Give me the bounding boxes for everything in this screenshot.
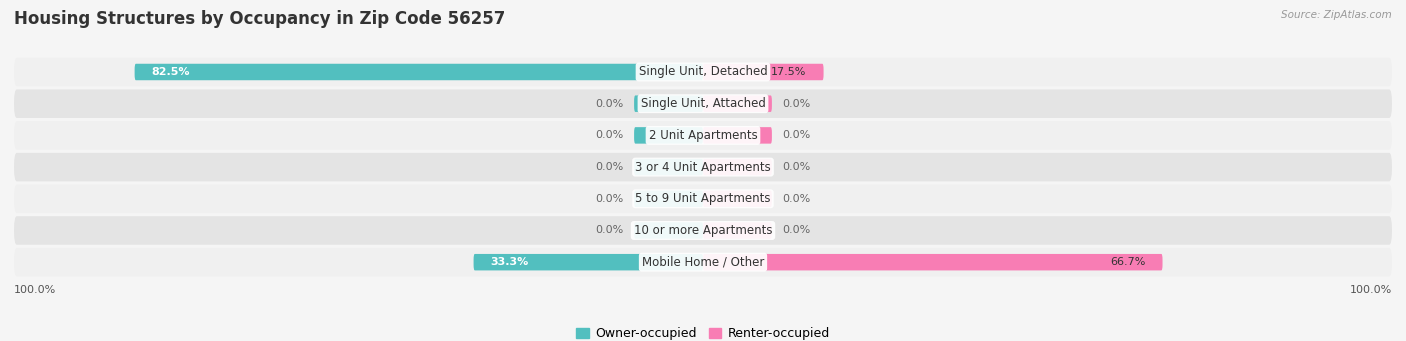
Text: 0.0%: 0.0% [596, 99, 624, 109]
Text: 100.0%: 100.0% [14, 285, 56, 295]
FancyBboxPatch shape [703, 222, 772, 239]
FancyBboxPatch shape [634, 159, 703, 175]
Text: Mobile Home / Other: Mobile Home / Other [641, 256, 765, 269]
Text: 0.0%: 0.0% [596, 162, 624, 172]
Text: 33.3%: 33.3% [491, 257, 529, 267]
Text: 2 Unit Apartments: 2 Unit Apartments [648, 129, 758, 142]
FancyBboxPatch shape [14, 216, 1392, 245]
FancyBboxPatch shape [703, 159, 772, 175]
FancyBboxPatch shape [474, 254, 703, 270]
FancyBboxPatch shape [14, 184, 1392, 213]
Text: 0.0%: 0.0% [596, 225, 624, 236]
Text: 0.0%: 0.0% [596, 130, 624, 140]
FancyBboxPatch shape [634, 191, 703, 207]
Text: 0.0%: 0.0% [782, 194, 810, 204]
Text: Source: ZipAtlas.com: Source: ZipAtlas.com [1281, 10, 1392, 20]
FancyBboxPatch shape [14, 248, 1392, 277]
Text: Single Unit, Attached: Single Unit, Attached [641, 97, 765, 110]
FancyBboxPatch shape [703, 127, 772, 144]
FancyBboxPatch shape [703, 64, 824, 80]
Text: 10 or more Apartments: 10 or more Apartments [634, 224, 772, 237]
Text: 0.0%: 0.0% [782, 99, 810, 109]
Text: 100.0%: 100.0% [1350, 285, 1392, 295]
FancyBboxPatch shape [135, 64, 703, 80]
FancyBboxPatch shape [14, 89, 1392, 118]
FancyBboxPatch shape [703, 95, 772, 112]
FancyBboxPatch shape [14, 58, 1392, 86]
Text: 3 or 4 Unit Apartments: 3 or 4 Unit Apartments [636, 161, 770, 174]
Legend: Owner-occupied, Renter-occupied: Owner-occupied, Renter-occupied [571, 322, 835, 341]
Text: Housing Structures by Occupancy in Zip Code 56257: Housing Structures by Occupancy in Zip C… [14, 10, 505, 28]
FancyBboxPatch shape [14, 121, 1392, 150]
Text: Single Unit, Detached: Single Unit, Detached [638, 65, 768, 78]
FancyBboxPatch shape [634, 95, 703, 112]
Text: 66.7%: 66.7% [1109, 257, 1146, 267]
Text: 0.0%: 0.0% [782, 225, 810, 236]
FancyBboxPatch shape [634, 127, 703, 144]
FancyBboxPatch shape [14, 153, 1392, 181]
Text: 82.5%: 82.5% [152, 67, 190, 77]
Text: 0.0%: 0.0% [596, 194, 624, 204]
FancyBboxPatch shape [634, 222, 703, 239]
FancyBboxPatch shape [703, 191, 772, 207]
Text: 17.5%: 17.5% [770, 67, 807, 77]
FancyBboxPatch shape [703, 254, 1163, 270]
Text: 5 to 9 Unit Apartments: 5 to 9 Unit Apartments [636, 192, 770, 205]
Text: 0.0%: 0.0% [782, 162, 810, 172]
Text: 0.0%: 0.0% [782, 130, 810, 140]
